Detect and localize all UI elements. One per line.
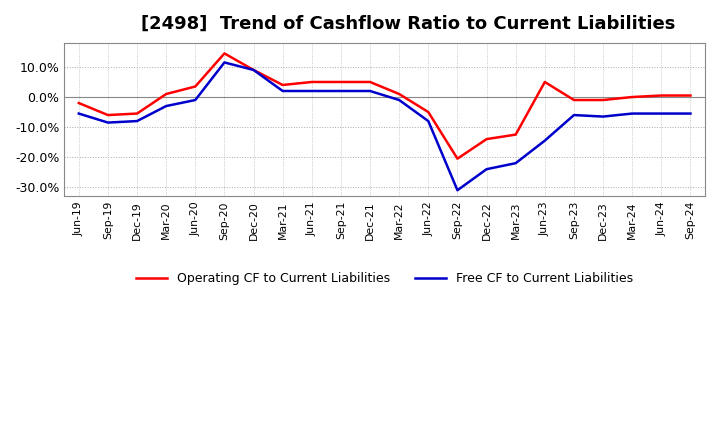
Operating CF to Current Liabilities: [541, 79, 549, 84]
Line: Free CF to Current Liabilities: Free CF to Current Liabilities: [78, 62, 690, 190]
Operating CF to Current Liabilities: [686, 93, 695, 98]
Operating CF to Current Liabilities: [74, 100, 83, 106]
Free CF to Current Liabilities: [366, 88, 374, 94]
Free CF to Current Liabilities: [482, 167, 491, 172]
Operating CF to Current Liabilities: [424, 110, 433, 115]
Free CF to Current Liabilities: [191, 97, 199, 103]
Operating CF to Current Liabilities: [337, 79, 346, 84]
Line: Operating CF to Current Liabilities: Operating CF to Current Liabilities: [78, 53, 690, 159]
Legend: Operating CF to Current Liabilities, Free CF to Current Liabilities: Operating CF to Current Liabilities, Fre…: [131, 267, 639, 290]
Operating CF to Current Liabilities: [307, 79, 316, 84]
Operating CF to Current Liabilities: [657, 93, 665, 98]
Operating CF to Current Liabilities: [162, 92, 171, 97]
Free CF to Current Liabilities: [511, 161, 520, 166]
Operating CF to Current Liabilities: [570, 97, 578, 103]
Free CF to Current Liabilities: [453, 187, 462, 193]
Free CF to Current Liabilities: [132, 118, 141, 124]
Free CF to Current Liabilities: [686, 111, 695, 116]
Operating CF to Current Liabilities: [132, 111, 141, 116]
Free CF to Current Liabilities: [337, 88, 346, 94]
Free CF to Current Liabilities: [74, 111, 83, 116]
Operating CF to Current Liabilities: [599, 97, 608, 103]
Operating CF to Current Liabilities: [104, 113, 112, 118]
Free CF to Current Liabilities: [599, 114, 608, 119]
Free CF to Current Liabilities: [220, 60, 229, 65]
Operating CF to Current Liabilities: [249, 67, 258, 73]
Free CF to Current Liabilities: [104, 120, 112, 125]
Free CF to Current Liabilities: [570, 113, 578, 118]
Text: [2498]  Trend of Cashflow Ratio to Current Liabilities: [2498] Trend of Cashflow Ratio to Curren…: [141, 15, 675, 33]
Operating CF to Current Liabilities: [279, 82, 287, 88]
Free CF to Current Liabilities: [307, 88, 316, 94]
Operating CF to Current Liabilities: [628, 94, 636, 99]
Free CF to Current Liabilities: [162, 103, 171, 109]
Operating CF to Current Liabilities: [395, 92, 403, 97]
Free CF to Current Liabilities: [424, 118, 433, 124]
Operating CF to Current Liabilities: [453, 156, 462, 161]
Free CF to Current Liabilities: [541, 138, 549, 143]
Operating CF to Current Liabilities: [220, 51, 229, 56]
Free CF to Current Liabilities: [395, 97, 403, 103]
Free CF to Current Liabilities: [628, 111, 636, 116]
Free CF to Current Liabilities: [279, 88, 287, 94]
Free CF to Current Liabilities: [657, 111, 665, 116]
Free CF to Current Liabilities: [249, 67, 258, 73]
Operating CF to Current Liabilities: [366, 79, 374, 84]
Operating CF to Current Liabilities: [191, 84, 199, 89]
Operating CF to Current Liabilities: [511, 132, 520, 137]
Operating CF to Current Liabilities: [482, 136, 491, 142]
